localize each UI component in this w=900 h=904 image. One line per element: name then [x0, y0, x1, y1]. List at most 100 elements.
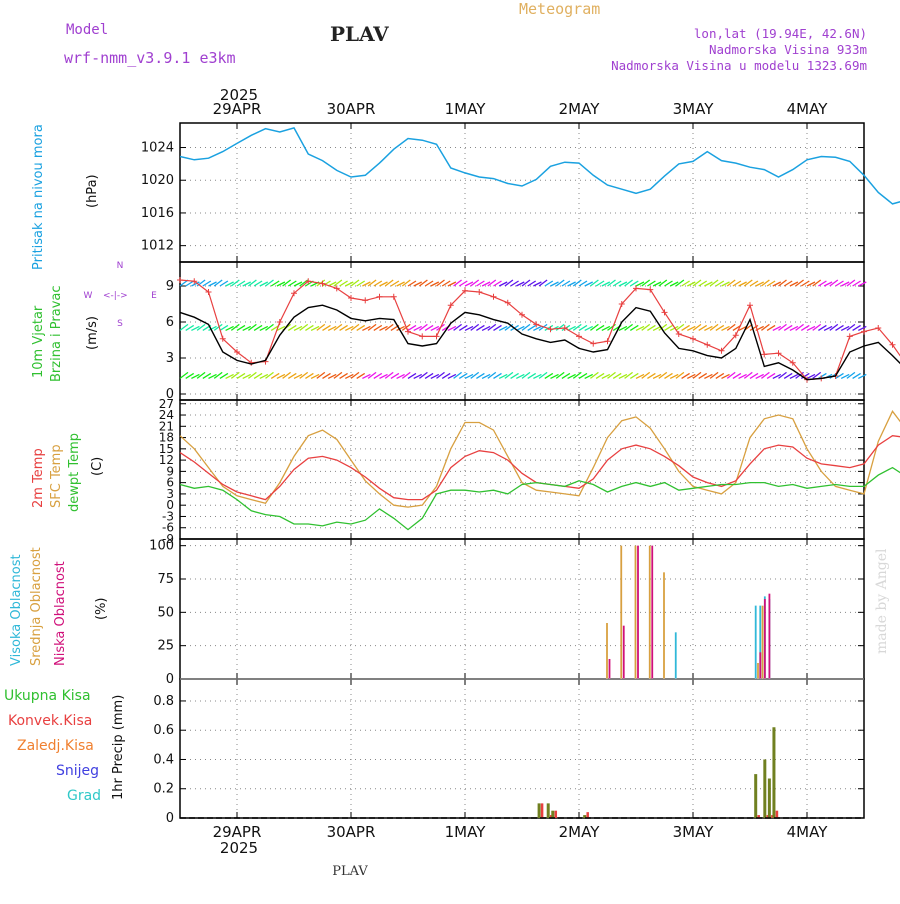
wind-barb [766, 372, 776, 379]
wind-barb [823, 325, 833, 331]
wind-barb [208, 373, 217, 379]
wind-barb [384, 323, 394, 331]
wind-barb [447, 281, 457, 287]
wind-barb [458, 324, 468, 331]
wind-barb [384, 279, 394, 287]
panels: 10121016102010240369-9-6-303691215182124… [141, 100, 900, 841]
wind-barb [835, 324, 844, 331]
wind-barb [185, 280, 195, 287]
wind-barb [265, 323, 274, 331]
wind-barb [230, 371, 240, 379]
wind-barb [761, 279, 770, 287]
elevation-label: Nadmorska Visina 933m [709, 42, 867, 57]
y-tick-label: 75 [157, 572, 174, 587]
wind-barb [208, 281, 217, 287]
lonlat-label: lon,lat (19.94E, 42.6N) [694, 26, 867, 41]
wind-barb [783, 324, 793, 331]
day-label-bottom: 3MAY [673, 823, 715, 841]
y-tick-label: 3 [166, 487, 174, 501]
wind-barb [213, 279, 223, 287]
wind-barb [669, 373, 679, 379]
sfc-temp-line [179, 410, 900, 508]
wind-barb [396, 373, 405, 379]
cloud-unit: (%) [94, 598, 109, 621]
wind-barb [681, 372, 690, 379]
wind-barb [618, 325, 628, 331]
wind-barb [795, 279, 804, 287]
wind-barb [373, 280, 383, 287]
wind-barb [350, 323, 360, 331]
y-tick-label: 0 [166, 672, 174, 687]
wind-barb [316, 323, 326, 331]
wind-barb [458, 372, 468, 379]
wind-barb [419, 279, 428, 287]
wind-barb [538, 323, 548, 331]
panel-frame [179, 538, 865, 680]
y-tick-label: 50 [157, 605, 174, 620]
wind-barb [362, 325, 371, 331]
wind-barb [538, 279, 548, 287]
y-tick-label: 6 [166, 476, 174, 490]
wind-barb [601, 281, 611, 287]
wind-barb [852, 372, 861, 379]
wind-barb [367, 323, 377, 331]
model-name: wrf-nmm_v3.9.1 e3km [64, 49, 236, 67]
wind-barb [544, 372, 554, 379]
day-label-top: 4MAY [787, 100, 829, 118]
wind-barb [401, 371, 411, 379]
wind-barb [356, 324, 366, 331]
wind-barb [789, 373, 799, 379]
wind-barb [430, 281, 440, 287]
wind-gust-marker [889, 341, 896, 348]
wind-barb [350, 279, 360, 287]
wind-barb [533, 281, 542, 287]
wind-barb [259, 325, 269, 331]
wind-barb [419, 323, 428, 331]
wind-barb [595, 324, 605, 331]
wind-gust-marker [390, 293, 397, 300]
y-tick-label: -9 [162, 532, 174, 546]
y-tick-label: 21 [159, 419, 174, 433]
wind-barb [230, 323, 240, 331]
wind-barb [858, 373, 867, 379]
wind-barb [464, 281, 474, 287]
meteogram-title: Meteogram [519, 0, 600, 18]
wind-barb [219, 324, 229, 331]
wind-barb [282, 371, 291, 379]
wind-barb [704, 325, 713, 331]
wind-barb [339, 372, 348, 379]
wind-barb [738, 281, 747, 287]
wind-barb [778, 279, 787, 287]
wind-barb [413, 373, 422, 379]
wind-barb [521, 279, 531, 287]
wind-barb [669, 281, 679, 287]
wind-barb [698, 280, 708, 287]
wind-barb [202, 372, 212, 379]
wind-barb [840, 373, 850, 379]
wind-barb [800, 372, 810, 379]
wind-barb [743, 279, 753, 287]
wind-barb [516, 325, 525, 331]
wind-barb [846, 371, 856, 379]
wind-barb [236, 280, 246, 287]
wind-barb [230, 279, 240, 287]
wind-barb [726, 323, 736, 331]
day-label-bottom: 1MAY [445, 823, 487, 841]
wind-barb [362, 281, 371, 287]
y-tick-label: 15 [159, 442, 174, 456]
y-tick-label: -6 [162, 521, 174, 535]
wind-gust-marker [333, 285, 340, 292]
wind-barb [561, 372, 571, 379]
wind-barb [196, 323, 206, 331]
wind-barb [812, 323, 822, 331]
wind-barb [818, 280, 827, 287]
wind-barb [840, 325, 850, 331]
wind-barb [829, 323, 839, 331]
wind-barb [715, 324, 725, 331]
y-tick-label: 0.8 [153, 694, 174, 709]
wind-barb [379, 373, 388, 379]
wind-barb [806, 281, 816, 287]
sfc-legend: SFC Temp [49, 444, 64, 508]
wind-barb [601, 325, 611, 331]
